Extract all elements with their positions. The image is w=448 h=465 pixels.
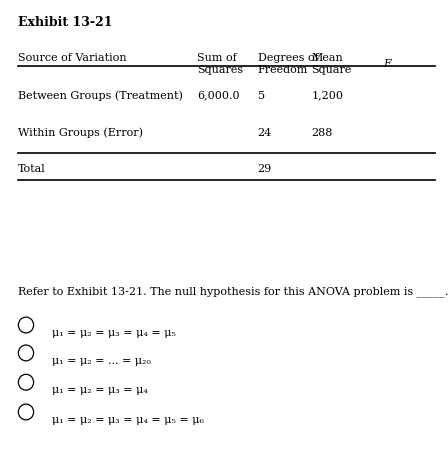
Text: 1,200: 1,200 — [311, 91, 343, 101]
Text: μ₁ = μ₂ = μ₃ = μ₄ = μ₅ = μ₆: μ₁ = μ₂ = μ₃ = μ₄ = μ₅ = μ₆ — [52, 415, 203, 425]
Text: 288: 288 — [311, 128, 333, 138]
Text: μ₁ = μ₂ = μ₃ = μ₄: μ₁ = μ₂ = μ₃ = μ₄ — [52, 385, 147, 395]
Text: Within Groups (Error): Within Groups (Error) — [18, 128, 143, 139]
Text: 6,000.0: 6,000.0 — [197, 91, 240, 101]
Text: F: F — [383, 59, 391, 69]
Text: μ₁ = μ₂ = ... = μ₂₀: μ₁ = μ₂ = ... = μ₂₀ — [52, 356, 151, 366]
Text: Sum of
Squares: Sum of Squares — [197, 53, 243, 75]
Text: Source of Variation: Source of Variation — [18, 53, 126, 64]
Text: Between Groups (Treatment): Between Groups (Treatment) — [18, 91, 183, 101]
Text: Total: Total — [18, 164, 46, 174]
Text: Mean
Square: Mean Square — [311, 53, 352, 75]
Text: 29: 29 — [258, 164, 272, 174]
Text: Refer to Exhibit 13-21. The null hypothesis for this ANOVA problem is _____.: Refer to Exhibit 13-21. The null hypothe… — [18, 286, 448, 297]
Text: 24: 24 — [258, 128, 272, 138]
Text: 5: 5 — [258, 91, 265, 101]
Text: Exhibit 13-21: Exhibit 13-21 — [18, 16, 112, 29]
Text: μ₁ = μ₂ = μ₃ = μ₄ = μ₅: μ₁ = μ₂ = μ₃ = μ₄ = μ₅ — [52, 328, 176, 338]
Text: Degrees of
Freedom: Degrees of Freedom — [258, 53, 319, 75]
